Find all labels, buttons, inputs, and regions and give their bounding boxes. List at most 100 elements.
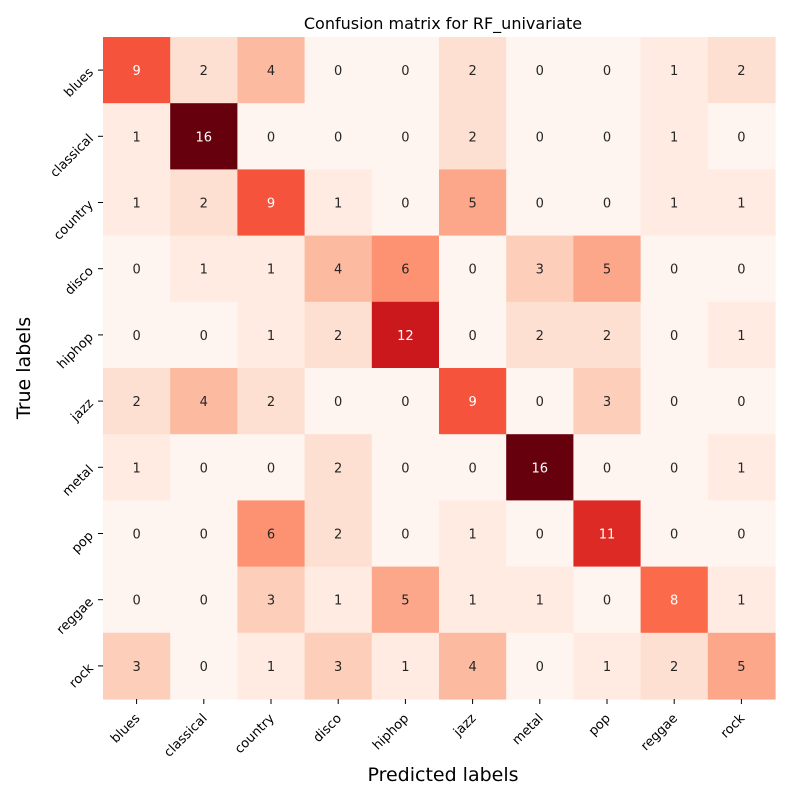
cell-value-label: 3 <box>334 660 342 675</box>
cell-value-label: 5 <box>737 660 745 675</box>
heatmap-cell <box>707 632 776 700</box>
cell-value-label: 1 <box>603 660 611 675</box>
heatmap-cell <box>371 434 440 501</box>
x-tick-label: rock <box>718 711 749 742</box>
cell-value-label: 0 <box>334 64 342 79</box>
heatmap-cell <box>640 169 709 237</box>
cell-value-label: 4 <box>200 395 208 410</box>
cell-value-label: 0 <box>603 594 611 609</box>
cell-value-label: 1 <box>737 329 745 344</box>
heatmap-cell <box>707 235 776 303</box>
cell-value-label: 2 <box>536 329 544 344</box>
cell-value-label: 0 <box>737 395 745 410</box>
cell-value-label: 2 <box>200 197 208 212</box>
cell-value-label: 2 <box>334 461 342 476</box>
heatmap-cell <box>304 500 373 568</box>
cell-value-label: 0 <box>401 64 409 79</box>
cell-value-label: 1 <box>401 660 409 675</box>
heatmap-cell <box>573 500 642 568</box>
heatmap-cell <box>640 566 709 634</box>
heatmap-cell <box>170 103 238 170</box>
heatmap-cell <box>304 37 373 104</box>
heatmap-cell <box>170 500 238 568</box>
heatmap-cell <box>237 103 306 170</box>
cell-value-label: 0 <box>267 130 275 145</box>
heatmap-cell <box>304 566 373 634</box>
cell-value-label: 0 <box>132 263 140 278</box>
cell-value-label: 1 <box>737 197 745 212</box>
cell-value-label: 0 <box>670 395 678 410</box>
heatmap-cell <box>573 632 642 700</box>
heatmap-cell <box>439 37 507 104</box>
cell-value-label: 9 <box>267 197 275 212</box>
heatmap-cell <box>707 566 776 634</box>
cell-value-label: 0 <box>536 395 544 410</box>
heatmap-cell <box>640 632 709 700</box>
heatmap-cell <box>506 37 574 104</box>
heatmap-cell <box>170 434 238 501</box>
heatmap-cell <box>640 37 709 104</box>
cell-value-label: 2 <box>468 130 476 145</box>
heatmap-cell <box>371 235 440 303</box>
cell-value-label: 1 <box>267 329 275 344</box>
heatmap-cell <box>506 103 574 170</box>
y-tick-label: classical <box>48 132 97 181</box>
cell-value-label: 1 <box>132 130 140 145</box>
cell-value-label: 11 <box>599 528 616 543</box>
heatmap-cell <box>371 103 440 170</box>
heatmap-cell <box>506 301 574 369</box>
heatmap-cell <box>304 235 373 303</box>
heatmap-cell <box>170 37 238 104</box>
heatmap-cell <box>707 169 776 237</box>
cell-value-label: 0 <box>737 528 745 543</box>
cell-value-label: 0 <box>670 329 678 344</box>
heatmap-cell <box>103 235 171 303</box>
cell-value-label: 0 <box>603 64 611 79</box>
cell-value-label: 0 <box>670 263 678 278</box>
cell-value-label: 16 <box>532 461 549 476</box>
cell-value-label: 0 <box>468 263 476 278</box>
cell-value-label: 5 <box>401 594 409 609</box>
heatmap-cell <box>707 301 776 369</box>
heatmap-cell <box>103 500 171 568</box>
cell-value-label: 0 <box>536 197 544 212</box>
cell-value-label: 0 <box>334 130 342 145</box>
heatmap-cell <box>573 301 642 369</box>
cell-value-label: 0 <box>132 528 140 543</box>
x-tick-label: jazz <box>450 711 479 740</box>
heatmap-cell <box>237 632 306 700</box>
cell-value-label: 0 <box>401 197 409 212</box>
cell-value-label: 0 <box>468 461 476 476</box>
heatmap-cell <box>237 37 306 104</box>
cell-value-label: 1 <box>536 594 544 609</box>
cell-value-label: 1 <box>334 594 342 609</box>
heatmap-cell <box>170 169 238 237</box>
cell-value-label: 1 <box>200 263 208 278</box>
cell-value-label: 6 <box>267 528 275 543</box>
heatmap-cell <box>237 169 306 237</box>
heatmap-cell <box>573 566 642 634</box>
cell-value-label: 1 <box>670 197 678 212</box>
cell-value-label: 0 <box>603 461 611 476</box>
heatmap-cell <box>439 500 507 568</box>
heatmap-cell <box>573 434 642 501</box>
cell-value-label: 2 <box>334 528 342 543</box>
cell-value-label: 9 <box>468 395 476 410</box>
heatmap-cell <box>640 301 709 369</box>
heatmap-cell <box>237 301 306 369</box>
heatmap-cell <box>640 434 709 501</box>
cell-value-label: 4 <box>267 64 275 79</box>
x-tick-label: disco <box>311 711 345 745</box>
heatmap-cell <box>439 103 507 170</box>
cell-value-label: 0 <box>670 461 678 476</box>
heatmap-cell <box>707 500 776 568</box>
cell-value-label: 2 <box>670 660 678 675</box>
heatmap-cell <box>506 235 574 303</box>
cell-value-label: 1 <box>670 64 678 79</box>
cell-value-label: 16 <box>196 130 213 145</box>
cell-value-label: 1 <box>132 461 140 476</box>
cell-value-label: 3 <box>536 263 544 278</box>
cell-value-label: 0 <box>536 528 544 543</box>
cell-value-label: 0 <box>267 461 275 476</box>
cell-value-label: 0 <box>737 263 745 278</box>
